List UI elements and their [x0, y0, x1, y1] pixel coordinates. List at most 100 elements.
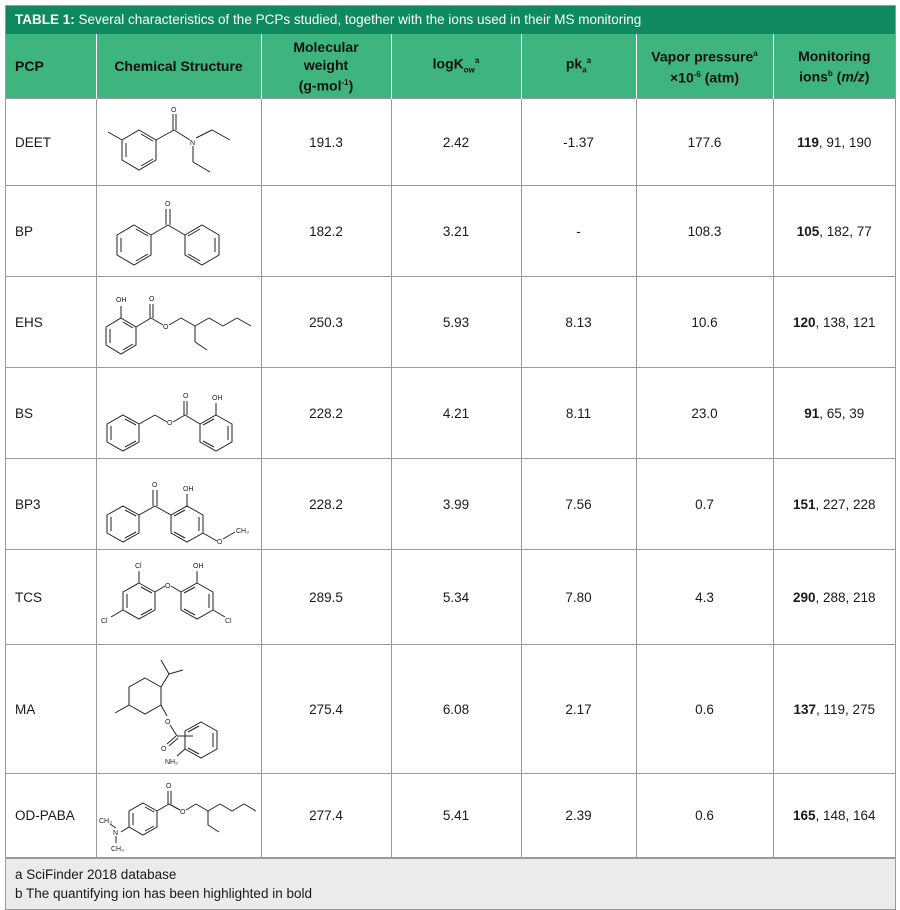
cell-molecular-weight: 228.2: [260, 367, 392, 459]
cell-pcp: DEET: [6, 98, 97, 186]
cell-vapor-pressure: 108.3: [635, 185, 774, 277]
svg-text:O: O: [165, 719, 171, 726]
cell-pcp: BP3: [6, 458, 97, 550]
cell-structure: O: [95, 185, 262, 277]
cell-structure: OH O O: [95, 276, 262, 368]
table-row: BP O 182.2 3.21: [6, 185, 895, 277]
cell-molecular-weight: 250.3: [260, 276, 392, 368]
svg-text:OH: OH: [116, 297, 127, 304]
svg-text:N: N: [113, 830, 118, 837]
svg-text:O: O: [163, 324, 169, 331]
cell-pcp: MA: [6, 644, 97, 774]
cell-pka: 8.11: [520, 367, 637, 459]
svg-text:O: O: [180, 809, 186, 816]
cell-pka: -: [520, 185, 637, 277]
cell-structure: O N: [95, 98, 262, 186]
cell-molecular-weight: 182.2: [260, 185, 392, 277]
cell-monitoring-ions: 119, 91, 190: [772, 98, 895, 186]
cell-pcp: BS: [6, 367, 97, 459]
cell-logkow: 5.34: [390, 549, 522, 645]
cell-molecular-weight: 191.3: [260, 98, 392, 186]
cell-vapor-pressure: 0.6: [635, 644, 774, 774]
svg-text:Cl: Cl: [225, 618, 232, 625]
table-row: BP3 O: [6, 458, 895, 550]
table-row: MA: [6, 644, 895, 774]
table-row: BS O: [6, 367, 895, 459]
footnote-a: a SciFinder 2018 database: [15, 867, 177, 882]
svg-text:CH₃: CH₃: [111, 846, 124, 853]
cell-pcp: EHS: [6, 276, 97, 368]
cell-pcp: BP: [6, 185, 97, 277]
cell-structure: O O OH: [95, 367, 262, 459]
cell-vapor-pressure: 177.6: [635, 98, 774, 186]
table-footnotes: a SciFinder 2018 database b The quantify…: [6, 858, 895, 909]
svg-text:O: O: [161, 746, 167, 753]
cell-monitoring-ions: 120, 138, 121: [772, 276, 895, 368]
cell-pka: 2.39: [520, 773, 637, 858]
cell-pka: 7.80: [520, 549, 637, 645]
table-container: TABLE 1: Several characteristics of the …: [5, 5, 896, 910]
svg-text:CH₃: CH₃: [236, 528, 249, 535]
svg-text:O: O: [165, 201, 171, 208]
svg-text:OH: OH: [193, 563, 204, 570]
table-row: DEET O N: [6, 98, 895, 186]
cell-molecular-weight: 228.2: [260, 458, 392, 550]
cell-molecular-weight: 275.4: [260, 644, 392, 774]
cell-structure: O O NH₂: [95, 644, 262, 774]
svg-text:O: O: [166, 783, 172, 790]
svg-text:O: O: [217, 539, 223, 544]
cell-monitoring-ions: 105, 182, 77: [772, 185, 895, 277]
cell-pka: -1.37: [520, 98, 637, 186]
table-caption: TABLE 1: Several characteristics of the …: [6, 6, 895, 34]
cell-molecular-weight: 277.4: [260, 773, 392, 858]
svg-text:OH: OH: [212, 395, 223, 402]
footnote-b: b The quantifying ion has been highlight…: [15, 886, 312, 901]
ehs-structure-image: OH O O: [105, 296, 251, 355]
svg-text:O: O: [183, 393, 189, 400]
header-structure: Chemical Structure: [95, 34, 262, 99]
svg-text:O: O: [165, 583, 171, 590]
cell-vapor-pressure: 0.6: [635, 773, 774, 858]
cell-monitoring-ions: 137, 119, 275: [772, 644, 895, 774]
cell-monitoring-ions: 290, 288, 218: [772, 549, 895, 645]
svg-text:OH: OH: [183, 486, 194, 493]
cell-structure: Cl O OH Cl Cl: [95, 549, 262, 645]
cell-monitoring-ions: 165, 148, 164: [772, 773, 895, 858]
cell-logkow: 5.41: [390, 773, 522, 858]
header-monitoring-ions: Monitoring ionsb (m/z): [772, 34, 895, 99]
caption-text: Several characteristics of the PCPs stud…: [74, 12, 642, 27]
bp-structure-image: O: [116, 201, 219, 266]
svg-text:NH₂: NH₂: [165, 759, 178, 766]
cell-structure: O OH O CH₃: [95, 458, 262, 550]
svg-text:O: O: [149, 296, 155, 303]
cell-pcp: OD-PABA: [6, 773, 97, 858]
header-logkow: logKowa: [390, 34, 522, 99]
header-pcp: PCP: [6, 34, 97, 99]
cell-structure: O O N CH₃ CH₃: [95, 773, 262, 858]
pcp-table: PCP Chemical Structure Molecular weight (g…: [6, 34, 895, 858]
deet-structure-image: O N: [107, 107, 230, 173]
cell-molecular-weight: 289.5: [260, 549, 392, 645]
cell-logkow: 5.93: [390, 276, 522, 368]
table-row: TCS Cl: [6, 549, 895, 645]
cell-vapor-pressure: 0.7: [635, 458, 774, 550]
svg-text:CH₃: CH₃: [99, 818, 112, 825]
svg-text:N: N: [190, 140, 195, 147]
cell-monitoring-ions: 151, 227, 228: [772, 458, 895, 550]
svg-text:O: O: [167, 420, 173, 427]
cell-pka: 2.17: [520, 644, 637, 774]
table-row: EHS OH: [6, 276, 895, 368]
cell-logkow: 3.99: [390, 458, 522, 550]
svg-text:O: O: [152, 482, 158, 489]
ma-structure-image: O O NH₂: [114, 659, 217, 766]
od-paba-structure-image: O O N CH₃ CH₃: [99, 783, 256, 853]
tcs-structure-image: Cl O OH Cl Cl: [101, 563, 232, 625]
table-row: OD-PABA: [6, 773, 895, 858]
cell-pcp: TCS: [6, 549, 97, 645]
header-row: PCP Chemical Structure Molecular weight (g…: [6, 34, 895, 99]
bp3-structure-image: O OH O CH₃: [106, 482, 249, 544]
cell-pka: 8.13: [520, 276, 637, 368]
bs-structure-image: O O OH: [106, 393, 232, 452]
header-pka: pkaa: [520, 34, 637, 99]
header-molecular-weight: Molecular weight (g-mol-1): [260, 34, 392, 99]
